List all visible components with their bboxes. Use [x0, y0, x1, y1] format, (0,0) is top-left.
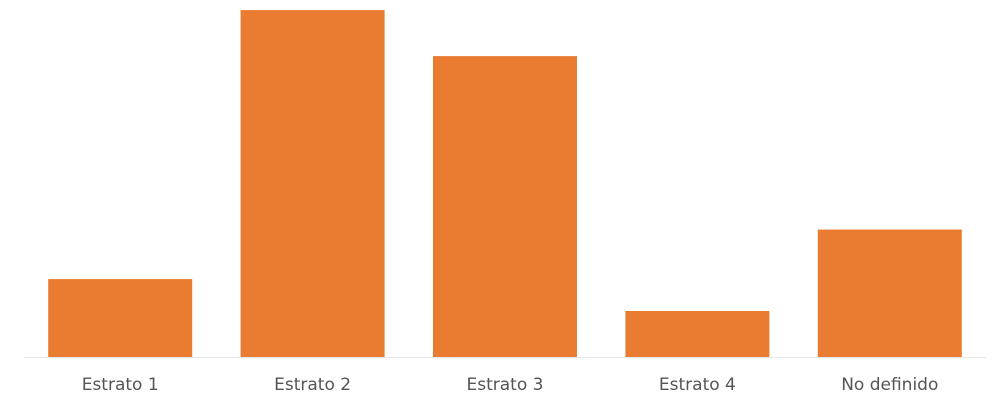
x-tick-label: Estrato 4 [659, 375, 736, 395]
bar-estrato-1 [48, 279, 193, 357]
bars-group [48, 10, 962, 358]
bar-estrato-4 [625, 310, 770, 357]
bar-no-definido [817, 229, 962, 357]
x-tick-label: Estrato 1 [82, 375, 159, 395]
bar-estrato-3 [433, 56, 577, 357]
x-tick-label: Estrato 3 [467, 375, 544, 395]
bar-estrato-2 [240, 10, 385, 358]
x-tick-label: Estrato 2 [274, 375, 351, 395]
x-tick-label: No definido [841, 375, 938, 395]
x-tick-labels: Estrato 1 Estrato 2 Estrato 3 Estrato 4 No d… [82, 375, 939, 395]
